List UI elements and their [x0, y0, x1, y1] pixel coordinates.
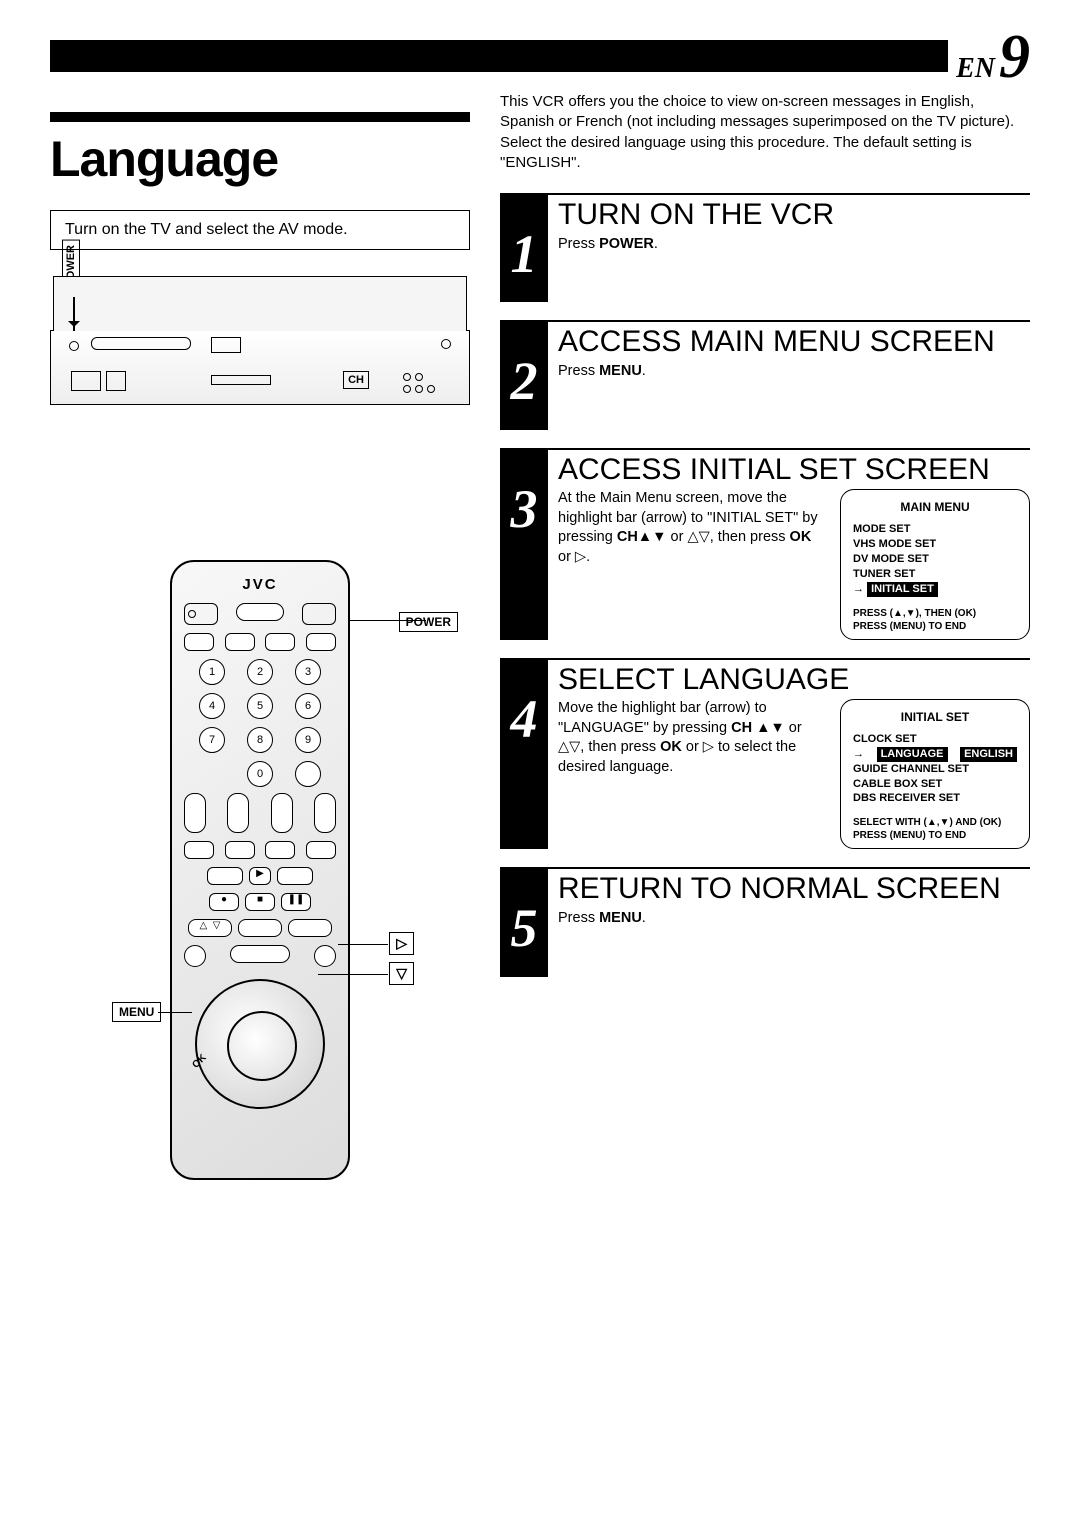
- menu-item: DV MODE SET: [853, 552, 1017, 567]
- key-9: 9: [295, 727, 321, 753]
- remote-illustration: JVC 1 2 3 4 5 6 7: [50, 560, 470, 1180]
- step-1: 1 TURN ON THE VCR Press POWER.: [500, 193, 1030, 302]
- page-num-digit: 9: [999, 23, 1030, 91]
- step-4-title: SELECT LANGUAGE: [558, 664, 1030, 696]
- menu-item: GUIDE CHANNEL SET: [853, 762, 1017, 777]
- key-3: 3: [295, 659, 321, 685]
- ch-label: CH: [343, 371, 369, 389]
- step-1-number: 1: [500, 195, 548, 302]
- header-bar: EN 9: [50, 40, 1030, 72]
- key-0: 0: [247, 761, 273, 787]
- initial-set-panel: INITIAL SET CLOCK SET LANGUAGE ENGLISH G…: [840, 699, 1030, 849]
- remote-brand: JVC: [184, 576, 336, 593]
- main-menu-title: MAIN MENU: [853, 500, 1017, 514]
- menu-hint: SELECT WITH (▲,▼) AND (OK) PRESS (MENU) …: [853, 816, 1017, 842]
- key-1: 1: [199, 659, 225, 685]
- step-2-number: 2: [500, 322, 548, 429]
- step-5-title: RETURN TO NORMAL SCREEN: [558, 873, 1030, 905]
- step-3-number: 3: [500, 450, 548, 640]
- ok-label: OK: [190, 1052, 208, 1070]
- step-3: 3 ACCESS INITIAL SET SCREEN At the Main …: [500, 448, 1030, 640]
- menu-item: CABLE BOX SET: [853, 777, 1017, 792]
- menu-item-highlighted: LANGUAGE ENGLISH: [853, 747, 1017, 762]
- callout-power: POWER: [399, 612, 458, 632]
- step-3-text: At the Main Menu screen, move the highli…: [558, 489, 826, 567]
- step-4-text: Move the highlight bar (arrow) to "LANGU…: [558, 699, 826, 777]
- turn-on-note: Turn on the TV and select the AV mode.: [50, 210, 470, 250]
- intro-text: This VCR offers you the choice to view o…: [500, 92, 1030, 173]
- initial-set-title: INITIAL SET: [853, 710, 1017, 724]
- callout-nav-down-icon: ▽: [389, 962, 414, 985]
- title-bar: [50, 112, 470, 122]
- menu-item: DBS RECEIVER SET: [853, 791, 1017, 806]
- menu-item-highlighted: INITIAL SET: [853, 582, 1017, 597]
- step-1-title: TURN ON THE VCR: [558, 199, 1030, 231]
- callout-menu: MENU: [112, 1002, 161, 1022]
- menu-item: VHS MODE SET: [853, 537, 1017, 552]
- step-2: 2 ACCESS MAIN MENU SCREEN Press MENU.: [500, 320, 1030, 429]
- step-5-text: Press MENU.: [558, 909, 1030, 929]
- menu-item: CLOCK SET: [853, 732, 1017, 747]
- callout-nav-right-icon: ▷: [389, 932, 414, 955]
- vcr-illustration: POWER: [50, 330, 470, 530]
- key-6: 6: [295, 693, 321, 719]
- step-5: 5 RETURN TO NORMAL SCREEN Press MENU.: [500, 867, 1030, 976]
- step-2-title: ACCESS MAIN MENU SCREEN: [558, 326, 1030, 358]
- main-menu-panel: MAIN MENU MODE SET VHS MODE SET DV MODE …: [840, 489, 1030, 639]
- step-4: 4 SELECT LANGUAGE Move the highlight bar…: [500, 658, 1030, 850]
- step-3-title: ACCESS INITIAL SET SCREEN: [558, 454, 1030, 486]
- step-5-number: 5: [500, 869, 548, 976]
- key-4: 4: [199, 693, 225, 719]
- page-lang: EN: [956, 53, 995, 84]
- key-7: 7: [199, 727, 225, 753]
- jog-wheel: OK: [195, 979, 325, 1109]
- menu-item: TUNER SET: [853, 567, 1017, 582]
- page-title: Language: [50, 130, 470, 188]
- step-1-text: Press POWER.: [558, 235, 1030, 255]
- menu-item: MODE SET: [853, 522, 1017, 537]
- step-4-number: 4: [500, 660, 548, 850]
- key-8: 8: [247, 727, 273, 753]
- key-2: 2: [247, 659, 273, 685]
- page-number: EN 9: [948, 26, 1030, 88]
- key-5: 5: [247, 693, 273, 719]
- step-2-text: Press MENU.: [558, 362, 1030, 382]
- menu-hint: PRESS (▲,▼), THEN (OK) PRESS (MENU) TO E…: [853, 607, 1017, 633]
